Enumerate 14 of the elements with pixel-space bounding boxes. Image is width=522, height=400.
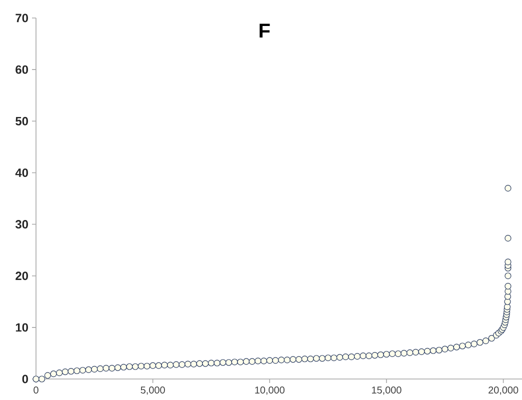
y-tick-label: 30	[15, 220, 28, 229]
y-tick-label: 20	[16, 272, 28, 280]
x-tick-label: 20,000	[488, 386, 518, 395]
y-tick-label: 70	[16, 14, 28, 22]
y-tick-label: 10	[16, 323, 28, 332]
x-tick-label: 10,000	[255, 386, 285, 395]
y-tick-label: 60	[16, 65, 28, 74]
x-tick-label: 0	[34, 386, 38, 394]
x-tick-label: 5,000	[140, 386, 165, 395]
y-tick-label: 50	[16, 116, 28, 126]
chart-title: F	[260, 24, 270, 38]
y-tick-label: 40	[15, 168, 28, 177]
y-tick-label: 0	[22, 374, 28, 384]
x-tick-label: 15,000	[372, 386, 402, 395]
